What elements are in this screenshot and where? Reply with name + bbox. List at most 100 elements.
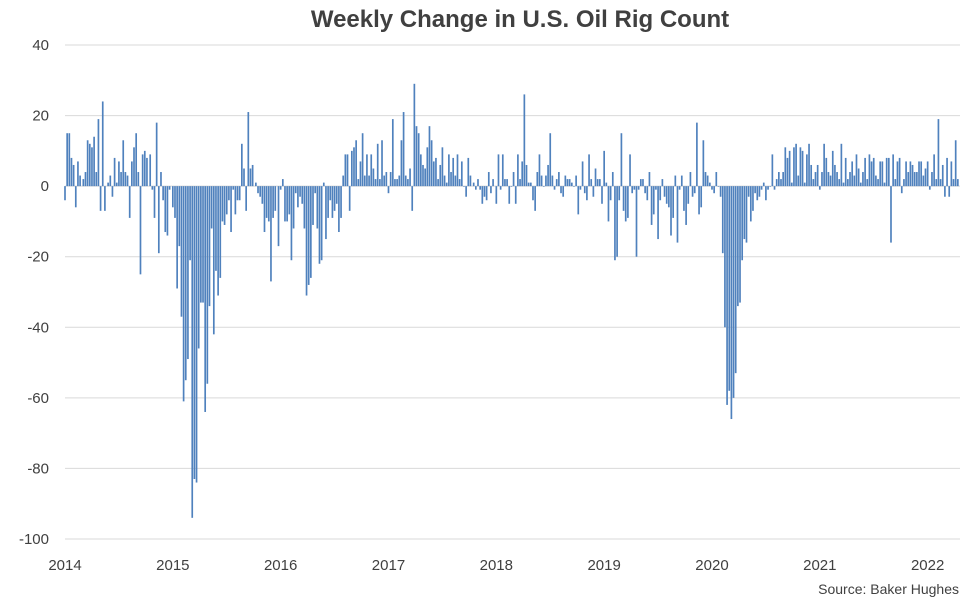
bar: [359, 161, 362, 187]
bar: [396, 179, 398, 187]
bar: [355, 140, 357, 187]
bar: [946, 157, 948, 187]
bar: [492, 179, 494, 187]
bar: [696, 122, 698, 187]
bar: [941, 164, 944, 187]
bar: [775, 179, 778, 187]
bar: [265, 186, 268, 218]
bar: [320, 186, 323, 261]
bar: [909, 161, 912, 187]
bar: [577, 186, 580, 215]
x-tick-label: 2022: [911, 557, 944, 574]
bar: [506, 179, 508, 187]
bar: [624, 186, 627, 222]
bar: [689, 172, 692, 187]
bar: [465, 186, 467, 197]
bar: [944, 186, 946, 197]
bar: [900, 186, 903, 194]
y-tick-label: -80: [27, 460, 49, 477]
bar: [99, 186, 102, 211]
x-tick-label: 2017: [372, 557, 405, 574]
bar: [404, 175, 407, 187]
x-tick-label: 2015: [156, 557, 189, 574]
bar: [635, 186, 638, 257]
bar: [120, 172, 122, 187]
bar: [467, 157, 470, 187]
bar: [79, 175, 81, 187]
bar: [903, 179, 905, 187]
bar: [428, 126, 431, 187]
bar: [475, 186, 477, 190]
bar: [834, 164, 836, 187]
bar: [825, 157, 828, 187]
bar: [284, 186, 286, 222]
bar: [357, 179, 360, 187]
bar: [778, 172, 780, 187]
bar: [91, 147, 93, 187]
bar: [74, 186, 77, 208]
bar: [674, 175, 677, 187]
bar: [922, 175, 925, 187]
bar: [460, 161, 463, 187]
bar: [935, 179, 938, 187]
bar: [788, 150, 791, 187]
bar: [814, 172, 817, 187]
bar: [555, 179, 558, 187]
x-tick-label: 2018: [480, 557, 513, 574]
bar: [77, 161, 79, 187]
bar: [678, 186, 681, 190]
bar: [439, 164, 442, 187]
bar: [450, 172, 452, 187]
bar: [784, 147, 787, 187]
bar: [420, 154, 422, 187]
bar: [70, 157, 73, 187]
bar: [670, 186, 672, 236]
bar: [616, 186, 618, 257]
x-axis-ticks: 2014 2015 2016 2017 2018 2019 2020 2021 2022: [48, 557, 944, 574]
bar: [314, 186, 317, 194]
bar: [454, 175, 457, 187]
bar: [290, 186, 293, 261]
bar: [594, 168, 597, 187]
bar: [818, 186, 821, 190]
bar: [894, 179, 897, 187]
bar: [717, 186, 720, 187]
x-tick-label: 2020: [695, 557, 728, 574]
bar: [870, 161, 873, 187]
bar: [840, 143, 843, 187]
bar: [200, 186, 202, 303]
bar: [385, 172, 388, 187]
bar: [957, 179, 959, 187]
bar: [93, 136, 95, 187]
x-tick-label: 2016: [264, 557, 297, 574]
bar: [568, 179, 571, 187]
bar: [424, 168, 426, 187]
bar: [402, 112, 405, 187]
y-tick-label: 20: [32, 108, 49, 125]
bar: [685, 186, 687, 225]
bar: [851, 161, 854, 187]
bar: [831, 150, 834, 187]
bar: [672, 186, 675, 218]
bar: [864, 157, 866, 187]
y-tick-label: 0: [41, 178, 49, 195]
bar: [773, 186, 776, 190]
bar: [790, 182, 793, 187]
bar: [812, 179, 815, 187]
bar: [780, 179, 782, 187]
bar: [771, 154, 774, 187]
bar: [115, 182, 118, 187]
bar: [479, 186, 481, 190]
bar: [879, 161, 882, 187]
bar: [257, 186, 259, 194]
bar: [827, 172, 830, 187]
bar: [333, 186, 336, 211]
bar: [137, 172, 140, 187]
bar: [890, 186, 892, 243]
bar: [143, 150, 146, 187]
bar: [700, 186, 703, 208]
bar: [581, 161, 584, 187]
bar: [620, 133, 623, 187]
bar: [896, 161, 899, 187]
bar: [84, 172, 87, 187]
